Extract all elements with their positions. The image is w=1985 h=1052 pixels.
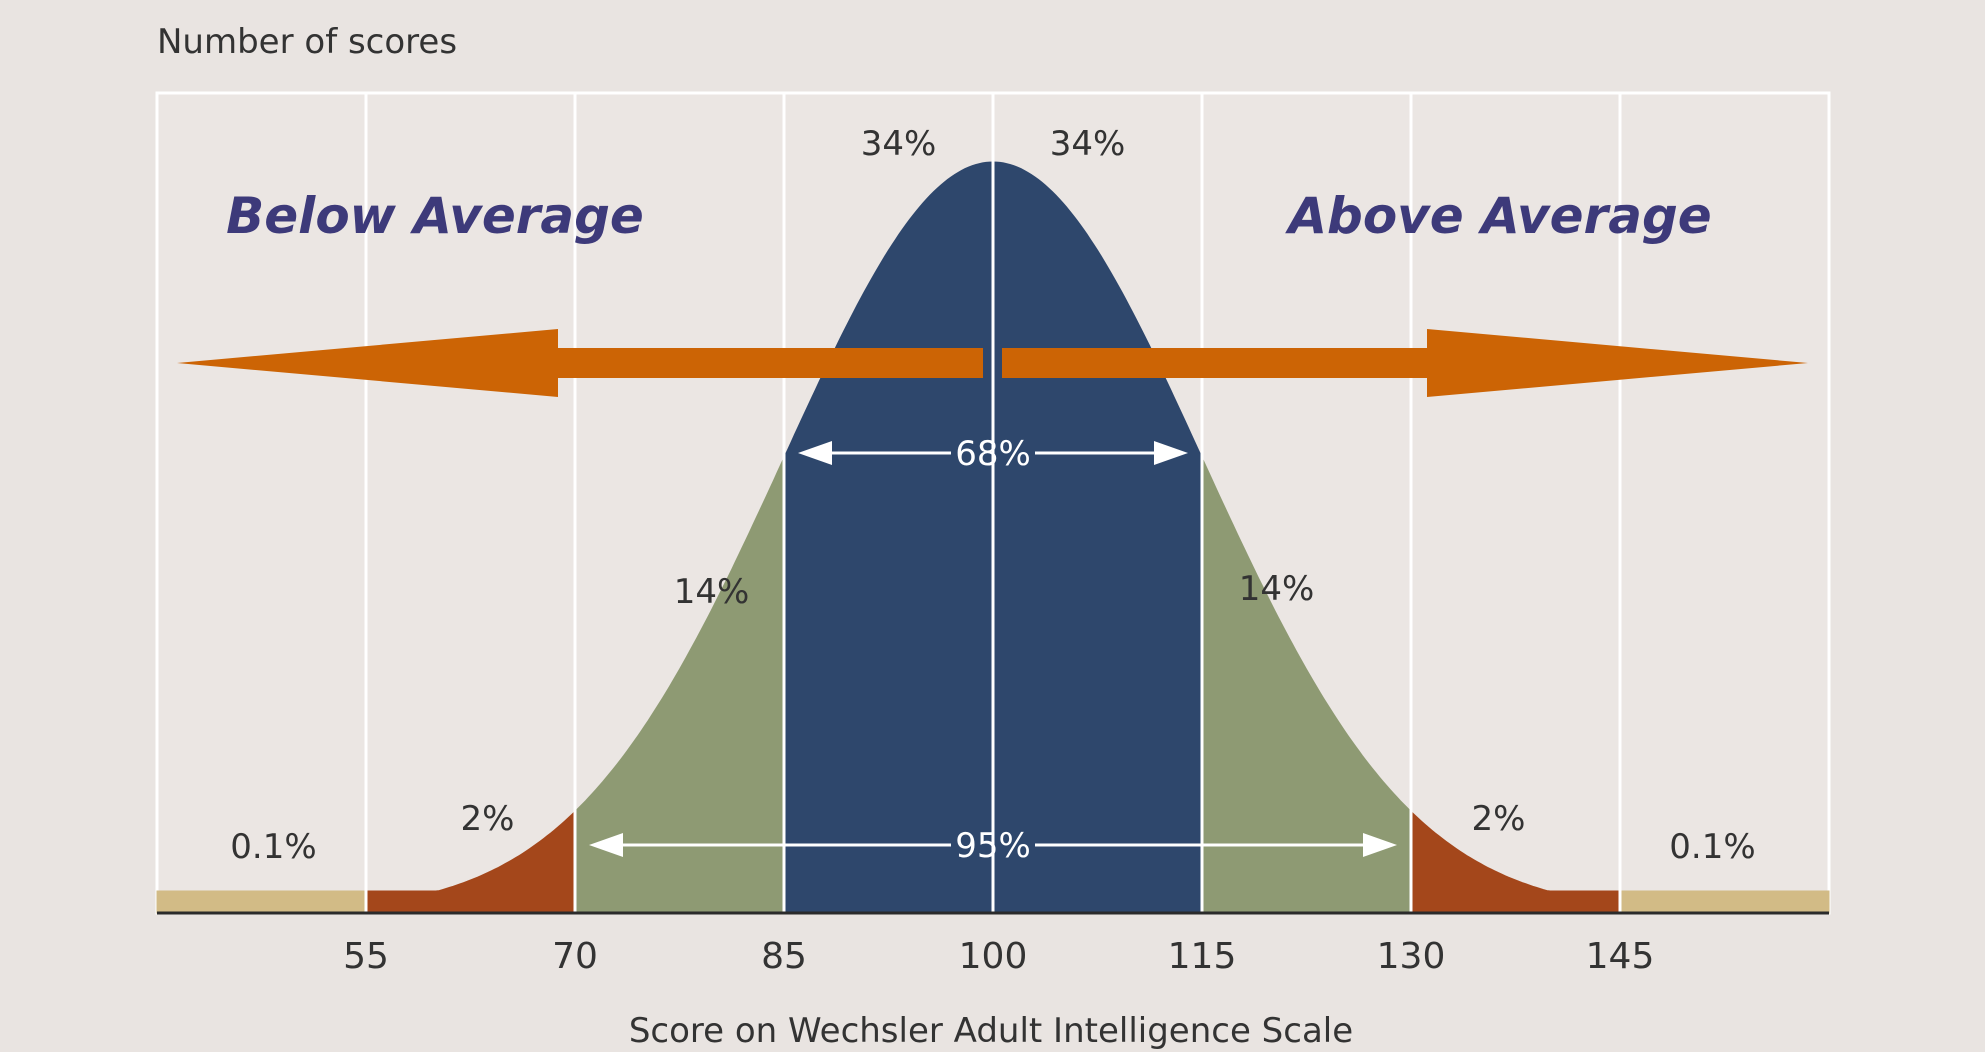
region-label-100-115: 34% (1050, 124, 1126, 164)
above-average-label: Above Average (1284, 187, 1711, 245)
region-label-55-70: 2% (461, 799, 515, 839)
gridlines (364, 93, 1622, 913)
x-tick-70: 70 (552, 936, 598, 977)
region-label-70-85: 14% (674, 572, 750, 612)
region-labels: 0.1% 2% 14% 34% 34% 14% 2% 0.1% (230, 124, 1755, 867)
region-label-40-55: 0.1% (230, 827, 316, 867)
x-tick-145: 145 (1586, 936, 1655, 977)
region-55-70 (365, 810, 576, 914)
region-label-115-130: 14% (1239, 569, 1315, 609)
range-68: 68% (798, 434, 1188, 474)
x-tick-130: 130 (1377, 936, 1446, 977)
region-40-55 (156, 890, 367, 914)
above-average-arrow (1002, 329, 1808, 397)
range-95: 95% (589, 826, 1397, 866)
region-label-145-160: 0.1% (1669, 827, 1755, 867)
x-axis-title: Score on Wechsler Adult Intelligence Sca… (629, 1011, 1353, 1051)
region-115-130 (1201, 457, 1412, 914)
region-130-145 (1410, 810, 1621, 914)
range-arrowhead-left (798, 441, 832, 465)
x-tick-labels: 55 70 85 100 115 130 145 (343, 936, 1654, 977)
range-label-95: 95% (955, 826, 1031, 866)
direction-arrows (177, 329, 1808, 397)
y-axis-title: Number of scores (157, 22, 457, 62)
region-label-130-145: 2% (1472, 799, 1526, 839)
range-label-68: 68% (955, 434, 1031, 474)
region-label-85-100: 34% (861, 124, 937, 164)
range-arrowhead-left (589, 833, 623, 857)
x-tick-55: 55 (343, 936, 389, 977)
range-arrowhead-right (1154, 441, 1188, 465)
range-brackets: 68% 95% (589, 434, 1397, 866)
x-tick-85: 85 (761, 936, 807, 977)
region-70-85 (574, 457, 785, 914)
region-145-160 (1619, 890, 1830, 914)
range-arrowhead-right (1363, 833, 1397, 857)
x-tick-115: 115 (1168, 936, 1237, 977)
x-tick-100: 100 (959, 936, 1028, 977)
below-average-arrow (177, 329, 983, 397)
below-average-label: Below Average (226, 187, 644, 245)
